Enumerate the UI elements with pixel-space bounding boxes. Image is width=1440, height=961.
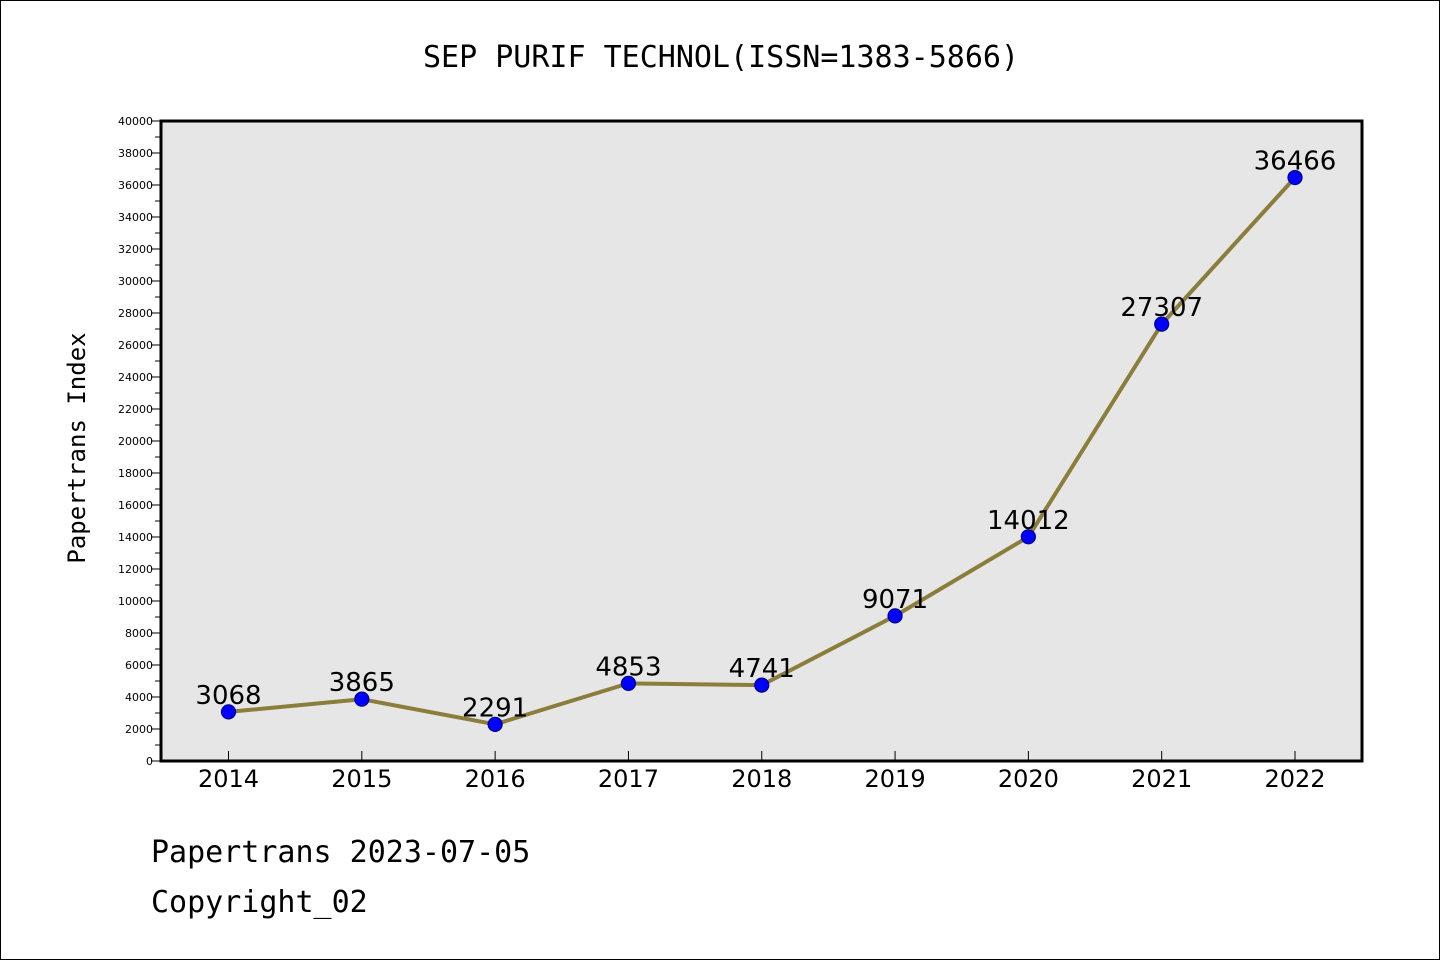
y-tick-label: 4000 [125, 691, 153, 704]
y-tick-label: 12000 [118, 563, 153, 576]
data-point [487, 716, 503, 732]
x-tick-label: 2019 [865, 765, 926, 793]
y-axis: 0 2000 4000 6000 8000 10000 12000 14000 16000 180… [118, 115, 161, 768]
y-tick-label: 8000 [125, 627, 153, 640]
y-tick-label: 16000 [118, 499, 153, 512]
y-tick-label: 32000 [118, 243, 153, 256]
footer-date: Papertrans 2023-07-05 [151, 835, 531, 870]
y-tick-label: 24000 [118, 371, 153, 384]
x-axis: 2014 2015 2016 2017 2018 2019 2020 2021 2022 [198, 751, 1326, 793]
data-point [1020, 529, 1036, 545]
data-label: 4741 [729, 654, 795, 684]
data-label-layer: 3068 3865 2291 4853 4741 9071 14012 27307 36466 [195, 147, 1336, 724]
data-label: 3865 [329, 668, 395, 698]
data-point [220, 704, 237, 720]
data-label: 14012 [987, 506, 1070, 536]
data-point [620, 675, 637, 691]
x-tick-label: 2021 [1131, 765, 1192, 793]
data-point [354, 691, 370, 707]
y-tick-label: 38000 [118, 147, 153, 160]
y-tick-label: 28000 [118, 307, 153, 320]
x-tick-label: 2017 [598, 765, 659, 793]
data-label: 4853 [595, 652, 661, 682]
data-point [887, 608, 903, 624]
y-tick-label: 2000 [125, 723, 153, 736]
data-label: 27307 [1120, 293, 1203, 323]
x-tick-label: 2018 [731, 765, 792, 793]
y-tick-label: 20000 [118, 435, 153, 448]
x-tick-label: 2016 [465, 765, 526, 793]
y-tick-label: 34000 [118, 211, 153, 224]
data-label: 36466 [1254, 147, 1337, 177]
y-tick-label: 18000 [118, 467, 153, 480]
data-label: 9071 [862, 585, 928, 615]
y-tick-label: 22000 [118, 403, 153, 416]
data-point [754, 677, 770, 693]
y-tick-label: 40000 [118, 115, 153, 128]
x-tick-label: 2022 [1264, 765, 1325, 793]
y-tick-label: 26000 [118, 339, 153, 352]
y-tick-label: 36000 [118, 179, 153, 192]
chart-title: SEP PURIF TECHNOL(ISSN=1383-5866) [423, 40, 1019, 75]
plot-area [159, 119, 1364, 763]
y-tick-label: 6000 [125, 659, 153, 672]
data-point [1154, 316, 1170, 332]
y-tick-label: 10000 [118, 595, 153, 608]
x-tick-label: 2020 [998, 765, 1059, 793]
data-label: 3068 [195, 681, 261, 711]
y-tick-label: 30000 [118, 275, 153, 288]
y-tick-label: 0 [146, 755, 153, 768]
data-label: 2291 [462, 693, 528, 723]
footer-copyright: Copyright_02 [151, 885, 368, 920]
data-point [1287, 169, 1303, 186]
y-tick-label: 14000 [118, 531, 153, 544]
y-axis-label: Papertrans Index [63, 332, 91, 563]
x-tick-label: 2014 [198, 765, 259, 793]
marker-layer [220, 169, 1303, 732]
x-tick-label: 2015 [331, 765, 392, 793]
